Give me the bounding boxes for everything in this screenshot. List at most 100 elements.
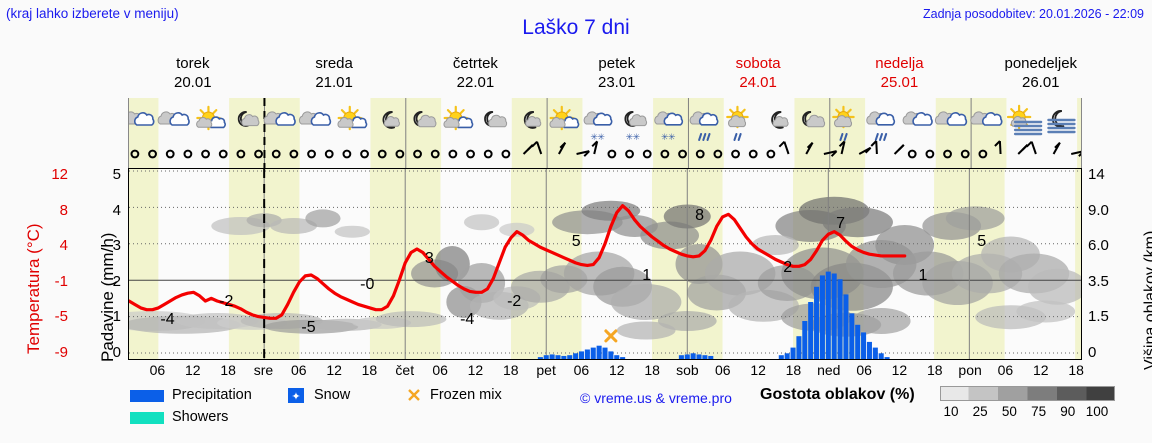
wind-barb bbox=[1025, 140, 1037, 155]
day-header-sreda: sreda 21.01 bbox=[264, 54, 404, 92]
wind-barb bbox=[838, 140, 846, 155]
temperature-label-8: 1 bbox=[642, 267, 652, 285]
wind-barb bbox=[823, 150, 838, 157]
prec-tick-0: 5 bbox=[112, 166, 121, 183]
legend-frozen-mix-label: Frozen mix bbox=[430, 387, 502, 403]
wind-barb bbox=[870, 140, 878, 155]
x-tick-22: 18 bbox=[926, 362, 943, 378]
cloud-height-axis-title-text: Višina oblakov (km) bbox=[1142, 230, 1152, 370]
svg-text:✳: ✳ bbox=[668, 132, 676, 142]
weather-icon-cloudy bbox=[934, 111, 968, 126]
cloud-height-axis-title: Višina oblakov (km) bbox=[1120, 170, 1152, 370]
day-name: torek bbox=[176, 55, 210, 72]
wind-barb bbox=[183, 149, 193, 159]
x-tick-18: 18 bbox=[785, 362, 802, 378]
weather-icon-band: ✳ ✳ ✳ ✳ ✳ ✳ bbox=[128, 98, 1082, 168]
svg-text:✦: ✦ bbox=[291, 391, 300, 403]
wind-barb bbox=[201, 149, 210, 159]
x-tick-1: 12 bbox=[184, 362, 201, 378]
x-tick-26: 18 bbox=[1068, 362, 1084, 378]
wind-barb bbox=[748, 149, 758, 159]
temperature-label-3: -0 bbox=[360, 276, 375, 293]
cloud-density-tick-0: 10 bbox=[943, 404, 959, 419]
precipitation-swatch bbox=[130, 390, 164, 402]
svg-text:✳: ✳ bbox=[633, 132, 641, 142]
frozen-mix-icon bbox=[406, 387, 422, 403]
prec-tick-4: 1 bbox=[112, 308, 121, 326]
weather-icon-cloud-rain bbox=[866, 111, 896, 141]
weather-icon-moon-cloud bbox=[484, 111, 508, 128]
weather-icon-moon-snow: ✳ ✳ bbox=[624, 111, 648, 142]
weather-icon-sun-cloud bbox=[196, 105, 226, 131]
x-tick-6: 18 bbox=[361, 362, 378, 378]
wind-barb bbox=[778, 140, 790, 155]
x-tick-3: sre bbox=[253, 362, 274, 378]
temperature-label-9: 8 bbox=[695, 206, 705, 224]
cloud-density-tick-2: 50 bbox=[1001, 404, 1017, 419]
weather-icon-moon-fog bbox=[1047, 110, 1076, 134]
wind-barb bbox=[978, 149, 988, 159]
day-header-row: torek 20.01 sreda 21.01 četrtek 22.01 petek 23.… bbox=[128, 54, 1082, 96]
wind-barb bbox=[377, 149, 387, 159]
weather-icon-cloud-snow: ✳ ✳ bbox=[654, 111, 684, 142]
day-name: sobota bbox=[735, 55, 781, 72]
cloud-density-colorbar bbox=[940, 386, 1115, 401]
temperature-label-11: 7 bbox=[836, 215, 846, 233]
wind-barb bbox=[695, 149, 705, 159]
wind-barb bbox=[501, 149, 511, 159]
weather-icon-moon-cloud bbox=[802, 111, 826, 128]
day-date: 23.01 bbox=[597, 74, 636, 91]
weather-icon-cloudy bbox=[263, 111, 296, 126]
temperature-axis-title: Temperatura (°C) bbox=[4, 176, 43, 356]
temperature-label-2: -5 bbox=[301, 319, 316, 337]
x-tick-7: čet bbox=[395, 362, 415, 378]
legend-snow-label: Snow bbox=[314, 387, 351, 403]
day-date: 20.01 bbox=[174, 74, 212, 91]
wind-barb bbox=[483, 149, 493, 159]
wind-barb bbox=[893, 144, 905, 155]
wind-barb bbox=[324, 149, 334, 159]
day-header-nedelja: nedelja 25.01 bbox=[829, 54, 969, 92]
x-tick-13: 12 bbox=[608, 362, 625, 378]
temp-tick-4: -5 bbox=[54, 308, 68, 326]
svg-text:✳: ✳ bbox=[626, 132, 634, 142]
x-tick-9: 12 bbox=[467, 362, 484, 378]
wind-barb bbox=[218, 149, 228, 159]
weather-icon-moon-cloud bbox=[413, 111, 437, 128]
day-name: ponedeljek bbox=[1004, 55, 1078, 72]
svg-text:✳: ✳ bbox=[597, 132, 605, 142]
weather-icon-moon bbox=[771, 111, 789, 129]
weather-icon-moon bbox=[523, 111, 542, 129]
x-tick-20: 06 bbox=[856, 362, 872, 378]
prec-tick-3: 2 bbox=[112, 272, 121, 290]
weather-icon-sun-cloud-rain bbox=[832, 105, 855, 141]
wind-barb bbox=[591, 140, 599, 155]
wind-barb bbox=[1017, 144, 1029, 155]
x-tick-14: 18 bbox=[644, 362, 660, 378]
weather-icon-sun-cloud bbox=[337, 105, 368, 131]
day-date: 21.01 bbox=[315, 74, 353, 91]
wind-barb bbox=[925, 149, 935, 159]
temperature-label-10: 2 bbox=[783, 258, 793, 276]
cloud-density-tick-5: 100 bbox=[1085, 404, 1109, 419]
wind-barb bbox=[576, 150, 590, 157]
wind-barb bbox=[430, 149, 440, 159]
wind-barb bbox=[395, 149, 405, 159]
cloud-tick-0: 14 bbox=[1088, 166, 1105, 183]
weather-icon-sun-cloud-rain bbox=[726, 105, 749, 141]
wind-barb bbox=[678, 149, 687, 159]
cloud-tick-3: 3.5 bbox=[1088, 272, 1109, 290]
x-tick-19: ned bbox=[817, 362, 841, 378]
temp-tick-2: 4 bbox=[59, 237, 68, 255]
temperature-label-7: 5 bbox=[571, 232, 581, 250]
wind-barb bbox=[289, 149, 299, 159]
x-tick-15: sob bbox=[676, 362, 699, 378]
wind-barb bbox=[148, 149, 157, 159]
wind-barb bbox=[531, 140, 543, 155]
wind-barb bbox=[1071, 150, 1081, 157]
location-menu-note: (kraj lahko izberete v meniju) bbox=[6, 6, 179, 21]
x-tick-2: 18 bbox=[220, 362, 236, 378]
legend-precipitation-label: Precipitation bbox=[172, 387, 252, 403]
wind-barb bbox=[236, 149, 246, 159]
cloud-density-legend-title: Gostota oblakov (%) bbox=[760, 386, 915, 403]
